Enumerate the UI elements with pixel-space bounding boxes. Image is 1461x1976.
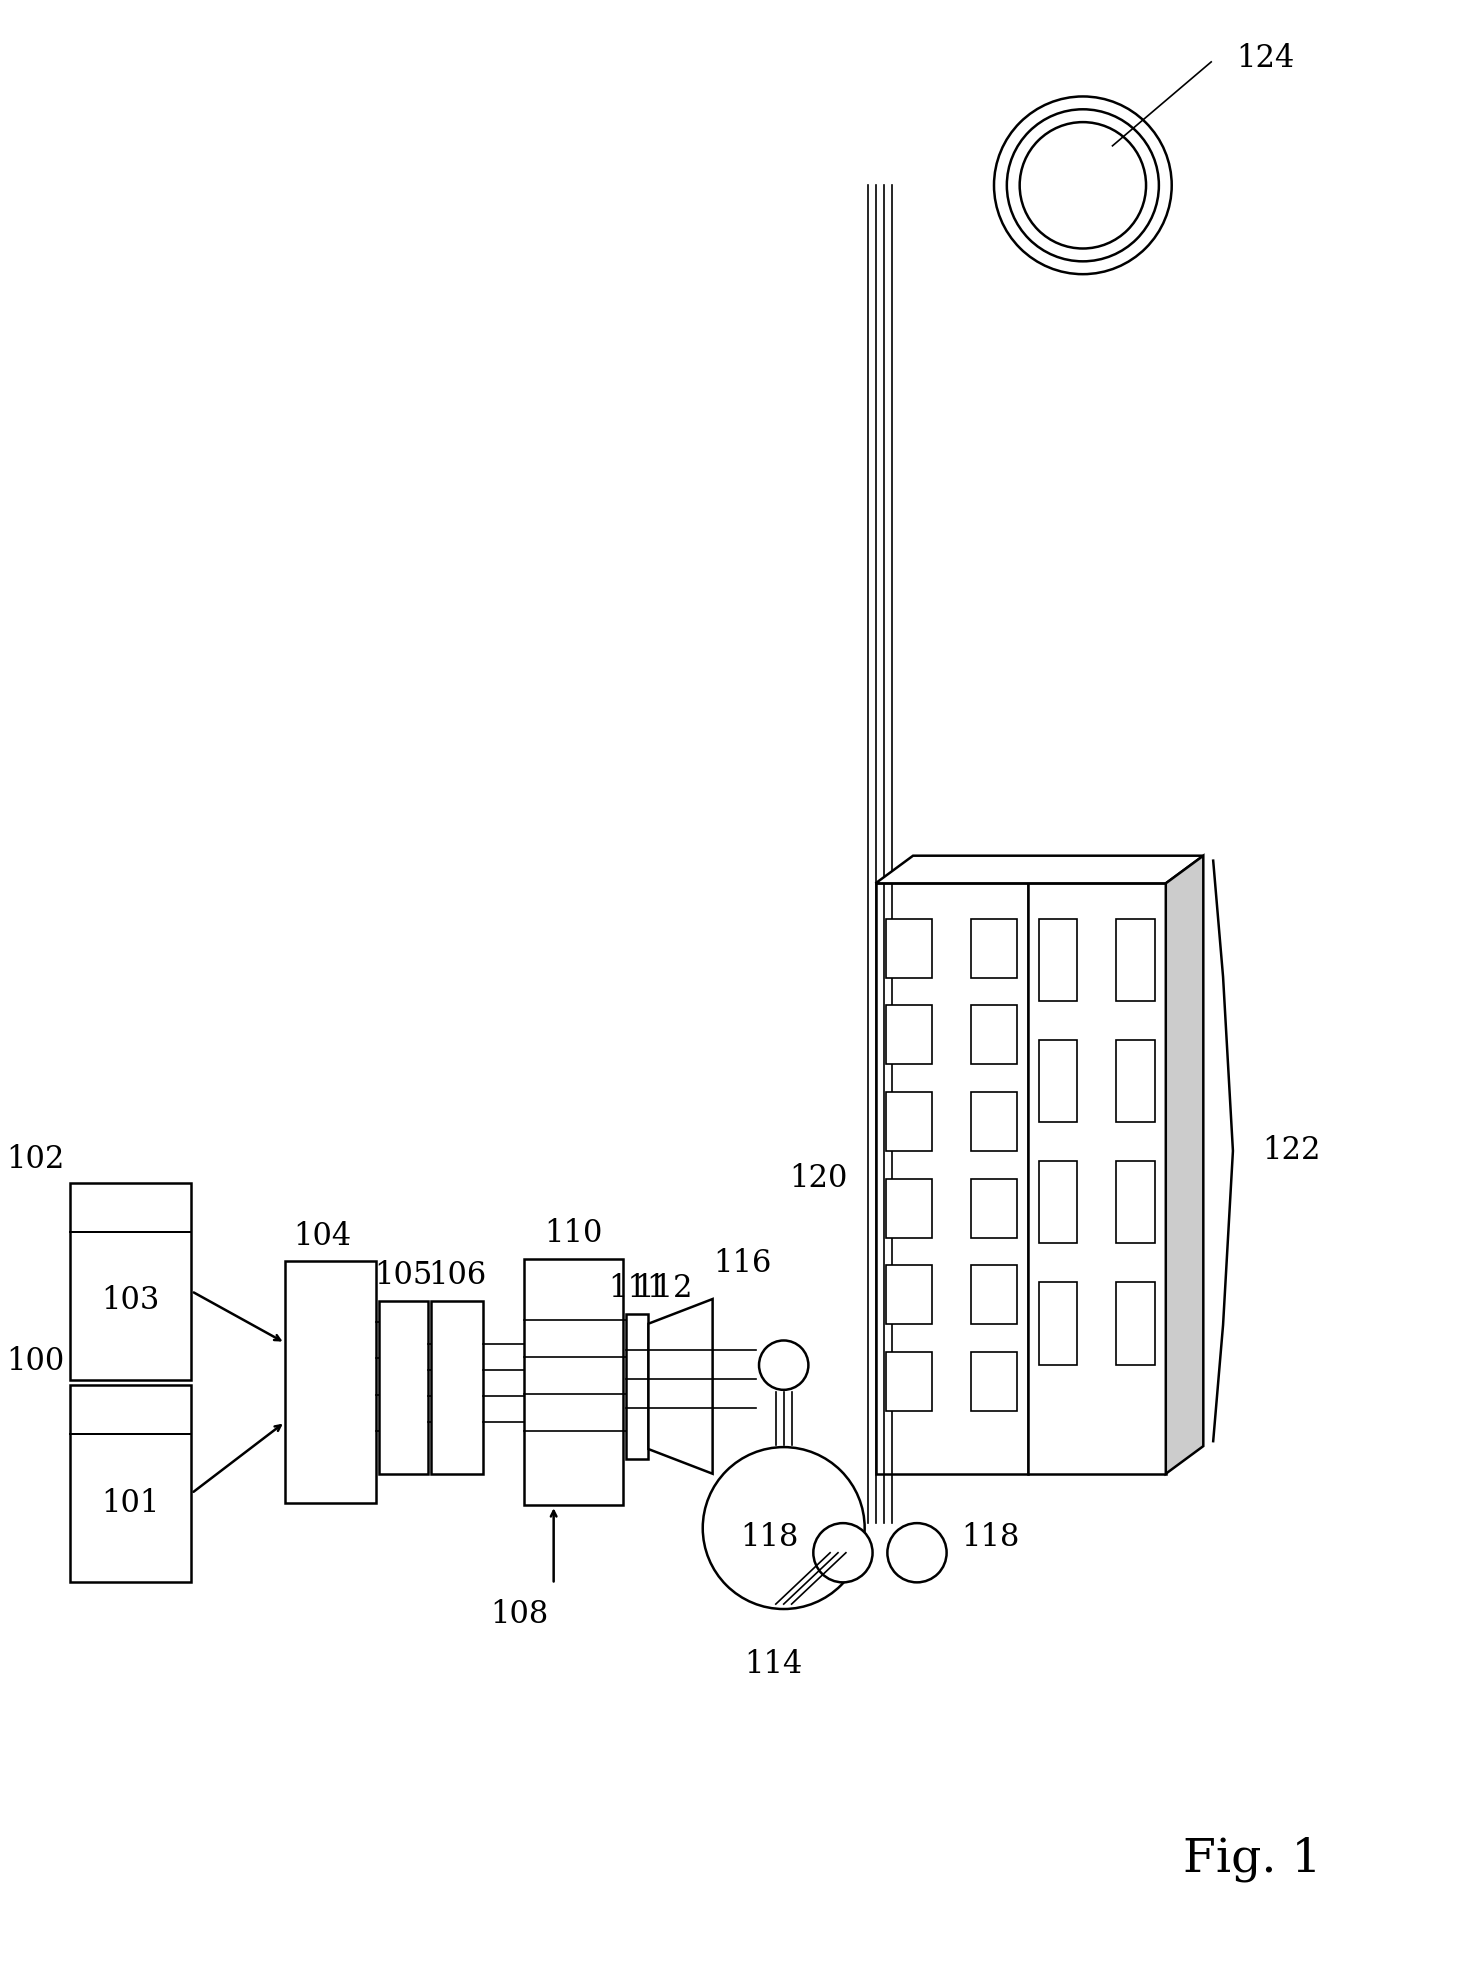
Text: 116: 116 [713,1249,771,1278]
Bar [1116,1039,1154,1122]
Bar [887,1178,932,1237]
Bar [875,883,1027,1474]
Text: 105: 105 [374,1261,432,1290]
Text: 120: 120 [789,1164,847,1194]
Bar [887,1265,932,1324]
Text: 110: 110 [543,1217,602,1249]
Bar [1116,1282,1154,1365]
Bar [972,919,1017,978]
Bar [972,1178,1017,1237]
Text: 102: 102 [6,1144,64,1174]
Bar [887,1006,932,1065]
Bar [285,1261,375,1504]
Bar [1116,919,1154,1002]
Circle shape [760,1340,808,1389]
Polygon shape [1166,856,1204,1474]
Circle shape [703,1446,865,1608]
Bar [1039,1039,1077,1122]
Text: 106: 106 [428,1261,487,1290]
Text: 124: 124 [1236,43,1294,75]
Bar [1039,919,1077,1002]
Text: 118: 118 [741,1522,799,1553]
Polygon shape [875,856,1204,883]
Bar [70,1182,191,1379]
Text: 111: 111 [608,1273,666,1304]
Text: 108: 108 [489,1599,548,1630]
Bar [431,1300,482,1474]
Text: 100: 100 [7,1346,64,1377]
Circle shape [814,1523,872,1583]
Text: 112: 112 [634,1273,693,1304]
Bar [1116,1160,1154,1243]
Text: 103: 103 [101,1286,159,1316]
Bar [378,1300,428,1474]
Bar [887,919,932,978]
Bar [70,1385,191,1583]
Bar [1039,1160,1077,1243]
Bar [972,1006,1017,1065]
Bar [1039,1282,1077,1365]
Bar [972,1093,1017,1150]
Bar [887,1093,932,1150]
Circle shape [887,1523,947,1583]
Bar [887,1352,932,1411]
Bar [972,1265,1017,1324]
Text: 114: 114 [745,1648,804,1680]
Bar [625,1314,649,1458]
Text: 122: 122 [1262,1136,1321,1166]
Text: 104: 104 [294,1221,351,1251]
Text: Fig. 1: Fig. 1 [1183,1836,1322,1881]
Text: 118: 118 [961,1522,1020,1553]
Polygon shape [649,1298,713,1474]
Bar [524,1259,622,1506]
Bar [972,1352,1017,1411]
Text: 101: 101 [101,1488,159,1520]
Bar [1027,883,1166,1474]
